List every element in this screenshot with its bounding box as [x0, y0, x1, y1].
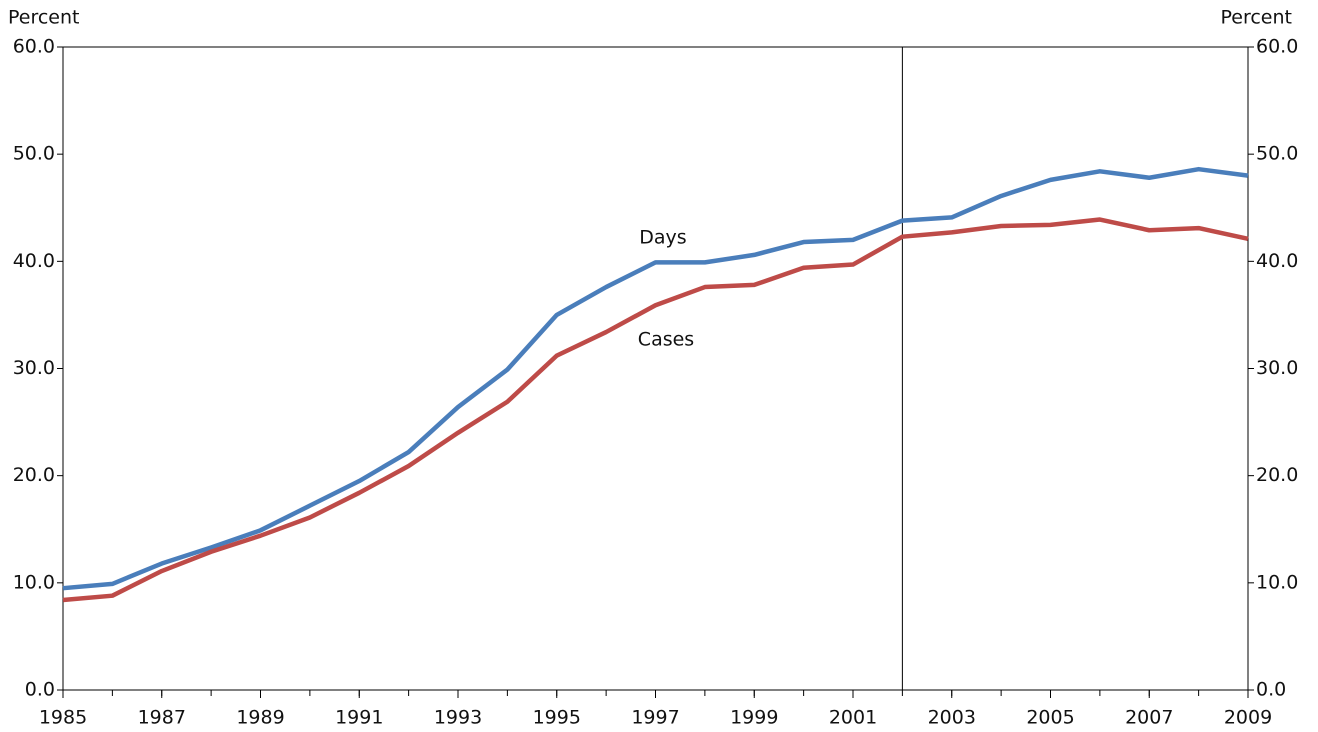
series-line [62, 166, 1249, 591]
series-line [62, 217, 1249, 603]
y2-tick-label: 0.0 [1256, 679, 1286, 701]
series-label: Cases [638, 329, 694, 351]
x-tick-label: 1987 [138, 707, 186, 729]
x-tick-label: 2009 [1224, 707, 1272, 729]
x-tick-label: 1999 [730, 707, 778, 729]
x-tick-label: 1995 [533, 707, 581, 729]
y-tick-label: 20.0 [13, 464, 55, 486]
y2-tick-label: 50.0 [1256, 143, 1298, 165]
y2-tick-label: 40.0 [1256, 250, 1298, 272]
x-tick-label: 1989 [236, 707, 284, 729]
y-axis-label: Percent [8, 7, 80, 29]
y2-axis-label: Percent [1221, 7, 1293, 29]
x-tick-label: 2005 [1026, 707, 1074, 729]
x-tick-label: 2007 [1125, 707, 1173, 729]
y2-tick-label: 20.0 [1256, 464, 1298, 486]
series-label: Days [639, 227, 686, 249]
y-tick-label: 40.0 [13, 250, 55, 272]
y2-tick-label: 10.0 [1256, 571, 1298, 593]
y2-tick-label: 30.0 [1256, 357, 1298, 379]
y-tick-label: 30.0 [13, 357, 55, 379]
y-tick-label: 60.0 [13, 36, 55, 58]
y2-tick-label: 60.0 [1256, 36, 1298, 58]
y-tick-label: 10.0 [13, 571, 55, 593]
x-tick-label: 1997 [631, 707, 679, 729]
x-tick-label: 1993 [434, 707, 482, 729]
y-tick-label: 50.0 [13, 143, 55, 165]
x-tick-label: 1991 [335, 707, 383, 729]
x-tick-label: 2003 [928, 707, 976, 729]
plot-frame [62, 46, 1249, 691]
x-tick-label: 2001 [829, 707, 877, 729]
x-tick-label: 1985 [39, 707, 87, 729]
y-tick-label: 0.0 [25, 679, 55, 701]
